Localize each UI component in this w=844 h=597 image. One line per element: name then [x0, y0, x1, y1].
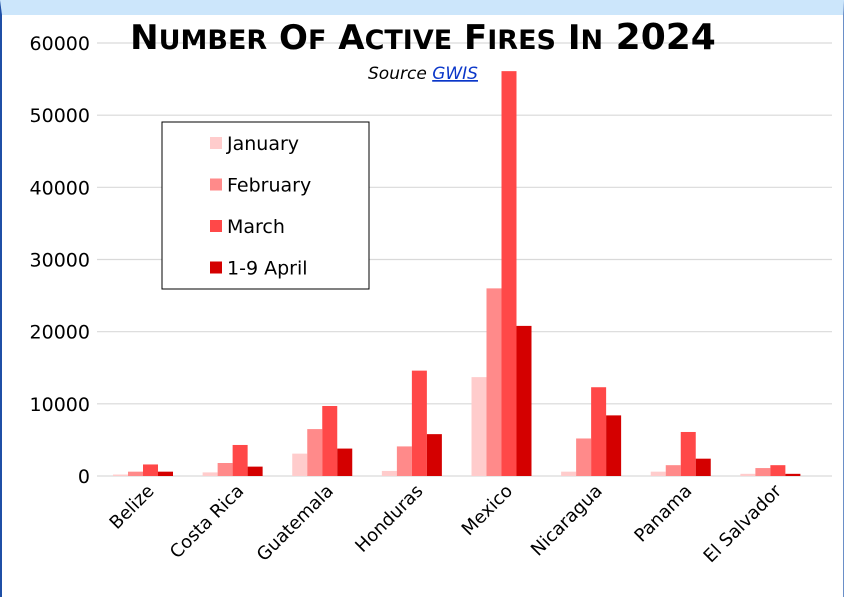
bar-nicaragua-1-9-april: [606, 415, 622, 476]
bar-mexico-february: [486, 288, 502, 476]
bar-panama-january: [650, 471, 666, 476]
bar-nicaragua-february: [576, 438, 592, 476]
x-axis: Belize Costa Rica Guatemala Honduras Mexico N…: [106, 480, 787, 567]
legend-label: 1-9 April: [227, 258, 308, 280]
x-tick-label: Guatemala: [253, 481, 338, 566]
legend: January February March 1-9 April: [161, 121, 370, 290]
bar-guatemala-march: [322, 405, 338, 476]
legend-label: February: [227, 175, 311, 197]
y-tick-label: 0: [78, 466, 90, 488]
bar-el-salvador-march: [770, 465, 786, 476]
y-tick-label: 60000: [30, 33, 90, 55]
bar-panama-march: [680, 431, 696, 476]
legend-label: March: [227, 216, 285, 238]
bar-panama-1-9-april: [695, 458, 711, 476]
bar-belize-march: [143, 464, 158, 476]
bar-el-salvador-january: [740, 473, 756, 476]
x-tick-label: El Salvador: [700, 480, 787, 567]
bar-mexico-march: [501, 71, 517, 477]
x-tick-label: Costa Rica: [166, 481, 248, 563]
bar-belize-february: [128, 471, 143, 476]
x-tick-label: Panama: [630, 481, 696, 547]
bar-belize-january: [113, 474, 128, 476]
legend-swatch: [210, 261, 222, 274]
bar-guatemala-1-9-april: [337, 448, 353, 476]
y-tick-label: 50000: [30, 105, 90, 127]
x-tick-label: Belize: [106, 481, 159, 534]
bar-nicaragua-january: [561, 471, 577, 476]
x-tick-label: Mexico: [458, 481, 517, 540]
legend-label: January: [226, 133, 299, 155]
bar-costa-rica-january: [202, 472, 218, 476]
legend-swatch: [210, 220, 222, 232]
bar-honduras-march: [411, 370, 427, 476]
bar-honduras-february: [396, 446, 412, 476]
bar-nicaragua-march: [591, 387, 607, 476]
y-tick-label: 30000: [30, 250, 90, 272]
legend-swatch: [210, 137, 222, 149]
bar-el-salvador-february: [755, 468, 771, 476]
y-tick-label: 20000: [30, 322, 90, 344]
bar-belize-1-9-april: [158, 471, 173, 476]
source-link[interactable]: GWIS: [432, 64, 478, 84]
bar-panama-february: [665, 465, 681, 476]
bars: [113, 71, 801, 477]
bar-el-salvador-1-9-april: [785, 473, 801, 476]
bar-honduras-january: [381, 470, 397, 476]
chart-subtitle: Source GWIS: [368, 64, 478, 84]
y-tick-label: 10000: [30, 394, 90, 416]
legend-swatch: [210, 178, 222, 191]
subtitle-prefix: Source: [368, 64, 432, 84]
chart-title: NUMBER OF ACTIVE FIRES IN 2024: [130, 17, 716, 58]
bar-costa-rica-march: [232, 444, 248, 476]
y-tick-label: 40000: [30, 177, 90, 199]
x-tick-label: Honduras: [351, 481, 427, 557]
y-axis: 0 10000 20000 30000 40000 50000 60000: [30, 33, 90, 488]
bar-guatemala-february: [307, 429, 323, 476]
bar-costa-rica-february: [217, 463, 233, 476]
x-tick-label: Nicaragua: [527, 481, 607, 561]
bar-mexico-1-9-april: [516, 325, 532, 476]
bar-guatemala-january: [292, 453, 308, 476]
bar-costa-rica-1-9-april: [247, 466, 263, 476]
legend-box: [161, 121, 370, 290]
bar-mexico-january: [471, 377, 487, 476]
bar-honduras-1-9-april: [426, 434, 442, 476]
